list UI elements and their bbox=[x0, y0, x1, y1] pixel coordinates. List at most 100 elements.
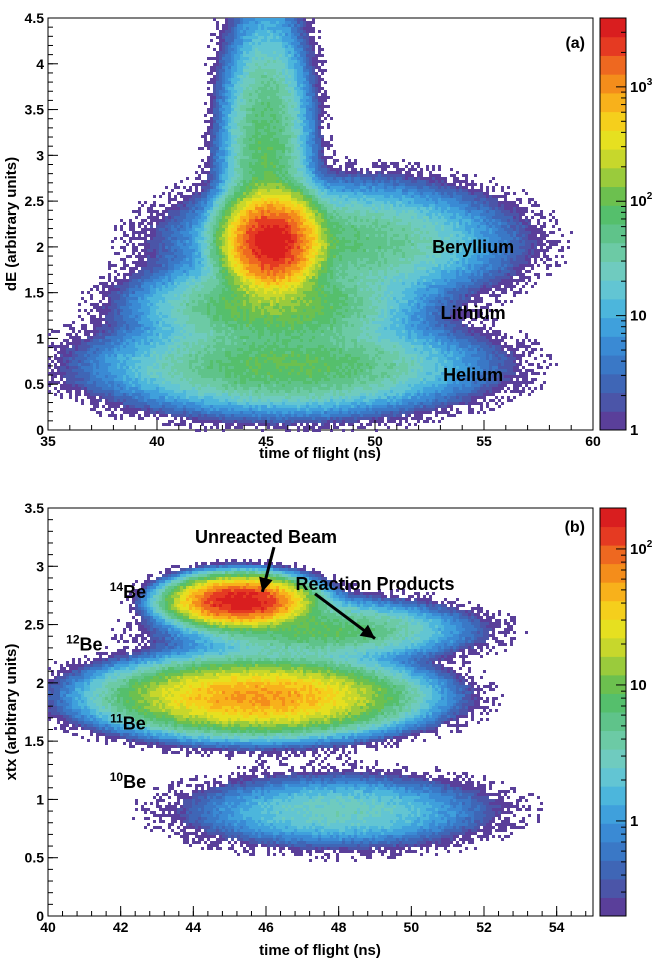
heatmap-cell bbox=[171, 216, 174, 219]
heatmap-cell bbox=[162, 291, 165, 294]
heatmap-cell bbox=[147, 408, 150, 411]
heatmap-cell bbox=[102, 363, 105, 366]
heatmap-cell bbox=[126, 354, 129, 357]
heatmap-cell bbox=[105, 312, 108, 315]
heatmap-cell bbox=[66, 366, 69, 369]
heatmap-cell bbox=[117, 381, 120, 384]
heatmap-cell bbox=[138, 210, 141, 213]
heatmap-cell bbox=[138, 354, 141, 357]
heatmap-cell bbox=[150, 411, 153, 414]
heatmap-cell bbox=[120, 288, 123, 291]
heatmap-cell bbox=[90, 336, 93, 339]
heatmap-cell bbox=[105, 282, 108, 285]
heatmap-cell bbox=[174, 330, 177, 333]
heatmap-cell bbox=[99, 345, 102, 348]
heatmap-cell bbox=[123, 375, 126, 378]
heatmap-cell bbox=[162, 309, 165, 312]
heatmap-cell bbox=[87, 357, 90, 360]
heatmap-cell bbox=[57, 330, 60, 333]
heatmap-cell bbox=[132, 249, 135, 252]
heatmap-cell bbox=[174, 282, 177, 285]
heatmap-cell bbox=[171, 405, 174, 408]
heatmap-cell bbox=[159, 369, 162, 372]
heatmap-cell bbox=[135, 306, 138, 309]
heatmap-cell bbox=[150, 375, 153, 378]
heatmap-cell bbox=[171, 414, 174, 417]
heatmap-cell bbox=[126, 363, 129, 366]
heatmap-cell bbox=[141, 375, 144, 378]
heatmap-cell bbox=[153, 318, 156, 321]
heatmap-cell bbox=[171, 273, 174, 276]
heatmap-cell bbox=[111, 330, 114, 333]
heatmap-cell bbox=[147, 363, 150, 366]
heatmap-cell bbox=[144, 270, 147, 273]
heatmap-cell bbox=[102, 390, 105, 393]
heatmap-cell bbox=[162, 294, 165, 297]
heatmap-cell bbox=[105, 369, 108, 372]
heatmap-cell bbox=[168, 327, 171, 330]
heatmap-cell bbox=[150, 369, 153, 372]
heatmap-cell bbox=[78, 387, 81, 390]
heatmap-cell bbox=[69, 327, 72, 330]
heatmap-cell bbox=[72, 348, 75, 351]
heatmap-cell bbox=[48, 366, 51, 369]
heatmap-cell bbox=[150, 309, 153, 312]
heatmap-cell bbox=[135, 384, 138, 387]
heatmap-cell bbox=[120, 279, 123, 282]
heatmap-cell bbox=[108, 336, 111, 339]
heatmap-cell bbox=[156, 417, 159, 420]
heatmap-cell bbox=[144, 276, 147, 279]
heatmap-cell bbox=[114, 291, 117, 294]
heatmap-cell bbox=[81, 351, 84, 354]
heatmap-cell bbox=[60, 366, 63, 369]
heatmap-cell bbox=[168, 312, 171, 315]
heatmap-cell bbox=[168, 306, 171, 309]
heatmap-cell bbox=[60, 375, 63, 378]
heatmap-cell bbox=[123, 372, 126, 375]
heatmap-cell bbox=[129, 255, 132, 258]
heatmap-cell bbox=[63, 324, 66, 327]
heatmap-cell bbox=[96, 303, 99, 306]
heatmap-cell bbox=[138, 294, 141, 297]
heatmap-cell bbox=[147, 294, 150, 297]
heatmap-cell bbox=[171, 387, 174, 390]
heatmap-cell bbox=[150, 312, 153, 315]
heatmap-cell bbox=[78, 351, 81, 354]
heatmap-cell bbox=[144, 378, 147, 381]
heatmap-cell bbox=[123, 300, 126, 303]
heatmap-cell bbox=[81, 345, 84, 348]
heatmap-cell bbox=[102, 396, 105, 399]
heatmap-cell bbox=[138, 390, 141, 393]
heatmap-cell bbox=[168, 192, 171, 195]
heatmap-cell bbox=[66, 339, 69, 342]
heatmap-cell bbox=[156, 279, 159, 282]
heatmap-cell bbox=[171, 207, 174, 210]
heatmap-cell bbox=[120, 312, 123, 315]
heatmap-cell bbox=[129, 387, 132, 390]
heatmap-cell bbox=[120, 294, 123, 297]
heatmap-cell bbox=[165, 318, 168, 321]
heatmap-cell bbox=[126, 306, 129, 309]
heatmap-cell bbox=[129, 321, 132, 324]
heatmap-cell bbox=[123, 396, 126, 399]
heatmap-cell bbox=[153, 366, 156, 369]
heatmap-cell bbox=[138, 201, 141, 204]
heatmap-cell bbox=[117, 366, 120, 369]
heatmap-cell bbox=[78, 381, 81, 384]
heatmap-cell bbox=[132, 210, 135, 213]
heatmap-cell bbox=[168, 348, 171, 351]
heatmap-cell bbox=[102, 324, 105, 327]
heatmap-cell bbox=[90, 294, 93, 297]
heatmap-cell bbox=[72, 363, 75, 366]
heatmap-cell bbox=[150, 330, 153, 333]
heatmap-cell bbox=[168, 288, 171, 291]
heatmap-cell bbox=[141, 261, 144, 264]
heatmap-cell bbox=[114, 348, 117, 351]
heatmap-cell bbox=[147, 357, 150, 360]
heatmap-cell bbox=[132, 333, 135, 336]
heatmap-cell bbox=[171, 213, 174, 216]
heatmap-cell bbox=[90, 396, 93, 399]
heatmap-cell bbox=[141, 243, 144, 246]
heatmap-cell bbox=[168, 354, 171, 357]
heatmap-cell bbox=[162, 222, 165, 225]
